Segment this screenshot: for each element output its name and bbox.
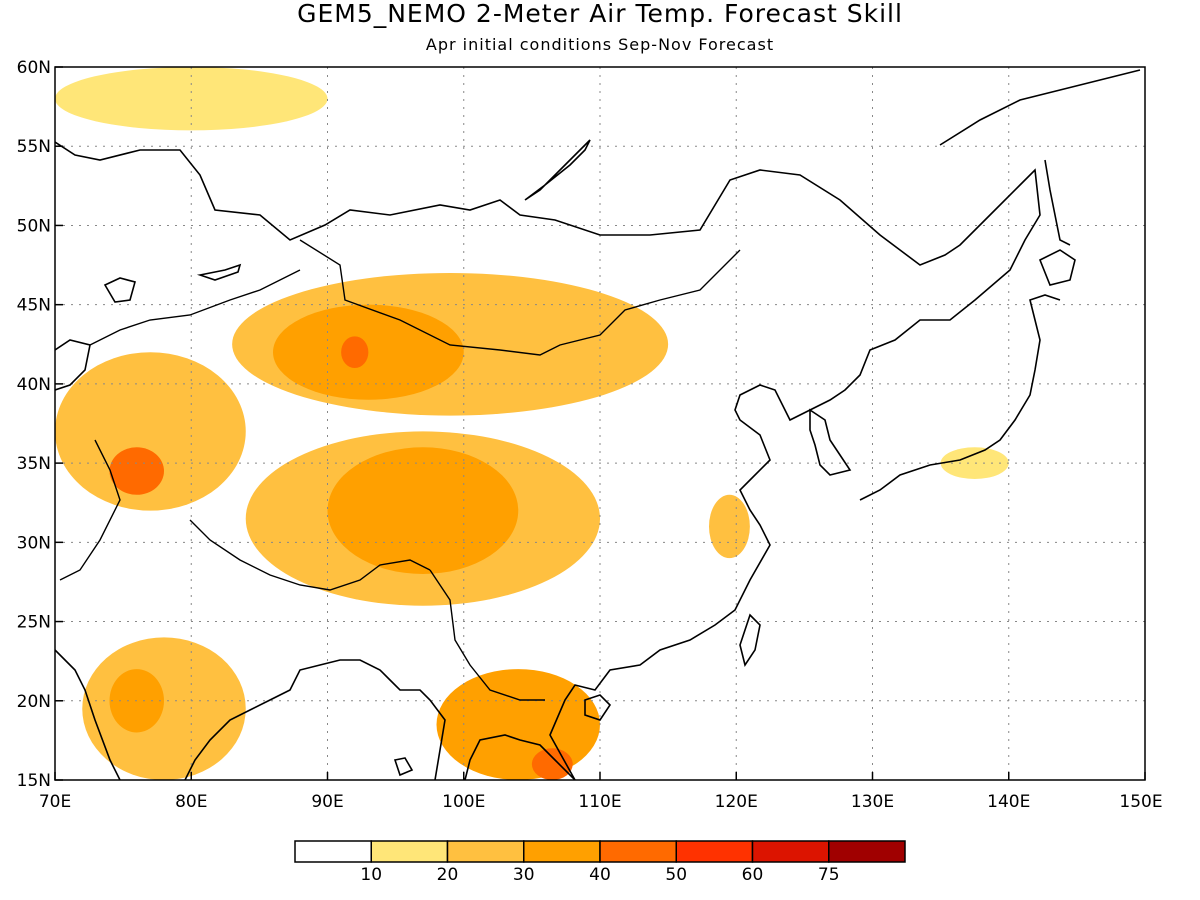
coastline-hokkaido <box>1038 249 1076 286</box>
skill-region-4 <box>55 352 246 511</box>
colorbar-label: 10 <box>360 865 382 885</box>
y-tick-label: 60N <box>17 58 51 78</box>
colorbar-swatch <box>446 840 525 863</box>
skill-region-10 <box>82 637 246 780</box>
colorbar-swatch <box>523 840 601 863</box>
coastline-indochina <box>464 734 576 780</box>
x-tick-label: 120E <box>715 792 758 812</box>
y-axis-ticks: 15N 20N 25N 30N 35N 40N 45N 50N 55N 60N <box>17 58 63 791</box>
skill-shading <box>55 67 1009 780</box>
colorbar-label: 50 <box>665 865 687 885</box>
colorbar-swatch <box>751 840 830 863</box>
border-pakistan-india <box>59 439 121 581</box>
x-tick-label: 110E <box>578 792 621 812</box>
border-indochina <box>429 569 545 701</box>
colorbar-label: 20 <box>437 865 459 885</box>
skill-region-13 <box>940 447 1009 479</box>
coastline-arabian-sea <box>55 649 121 780</box>
coastline-mainland <box>55 141 1041 780</box>
x-axis-ticks: 70E 80E 90E 100E 110E 120E 130E 140E 150E <box>39 772 1163 812</box>
y-tick-label: 40N <box>17 375 51 395</box>
coastline-taiwan <box>739 613 761 667</box>
border-china-mongolia <box>299 239 741 356</box>
border-himalaya <box>189 519 431 591</box>
colorbar-swatch <box>828 840 906 863</box>
y-tick-label: 35N <box>17 454 51 474</box>
skill-region-12 <box>709 494 750 559</box>
skill-region-0 <box>55 67 328 131</box>
skill-region-5 <box>109 447 164 495</box>
coastline-baikal <box>524 139 591 201</box>
x-tick-label: 150E <box>1119 792 1162 812</box>
colorbar-swatch <box>675 840 754 863</box>
coastline-bay-of-bengal <box>184 659 446 780</box>
colorbar-swatch <box>294 840 372 863</box>
borders <box>59 239 741 701</box>
border-kazakhstan <box>89 269 301 346</box>
x-tick-label: 80E <box>175 792 207 812</box>
colorbar-label: 40 <box>589 865 611 885</box>
x-tick-label: 130E <box>851 792 894 812</box>
coastline-aral <box>103 277 136 303</box>
colorbar-label: 75 <box>818 865 840 885</box>
chart-subtitle: Apr initial conditions Sep-Nov Forecast <box>426 35 774 54</box>
coastlines <box>55 69 1141 780</box>
coastline-japan <box>859 294 1061 501</box>
coastline-hainan <box>584 694 612 721</box>
skill-region-3 <box>341 336 369 369</box>
colorbar-label: 60 <box>742 865 764 885</box>
x-tick-label: 140E <box>987 792 1030 812</box>
coastline-sri-lanka <box>393 757 414 777</box>
x-tick-label: 70E <box>39 792 71 812</box>
coastline-sakhalin <box>1044 159 1071 246</box>
map-frame: 70E 80E 90E 100E 110E 120E 130E 140E 150E 15N 20N… <box>17 58 1163 812</box>
chart-title: GEM5_NEMO 2-Meter Air Temp. Forecast Ski… <box>297 0 903 28</box>
coastline-caspian <box>55 339 91 391</box>
colorbar-swatch <box>599 840 677 863</box>
colorbar-swatch <box>370 840 449 863</box>
y-tick-label: 15N <box>17 771 51 791</box>
coastline-balkhash <box>196 263 242 281</box>
y-tick-label: 30N <box>17 533 51 553</box>
colorbar-label: 30 <box>513 865 535 885</box>
y-tick-label: 20N <box>17 692 51 712</box>
y-tick-label: 50N <box>17 216 51 236</box>
x-tick-label: 100E <box>442 792 485 812</box>
coastline-okhotsk <box>939 69 1141 146</box>
y-tick-label: 45N <box>17 296 51 316</box>
x-tick-label: 90E <box>311 792 343 812</box>
y-tick-label: 55N <box>17 137 51 157</box>
gridlines <box>55 67 1145 780</box>
colorbar: 10 20 30 40 50 60 75 <box>294 840 906 885</box>
y-tick-label: 25N <box>17 613 51 633</box>
coastline-korea <box>809 408 852 476</box>
skill-region-7 <box>327 447 519 575</box>
